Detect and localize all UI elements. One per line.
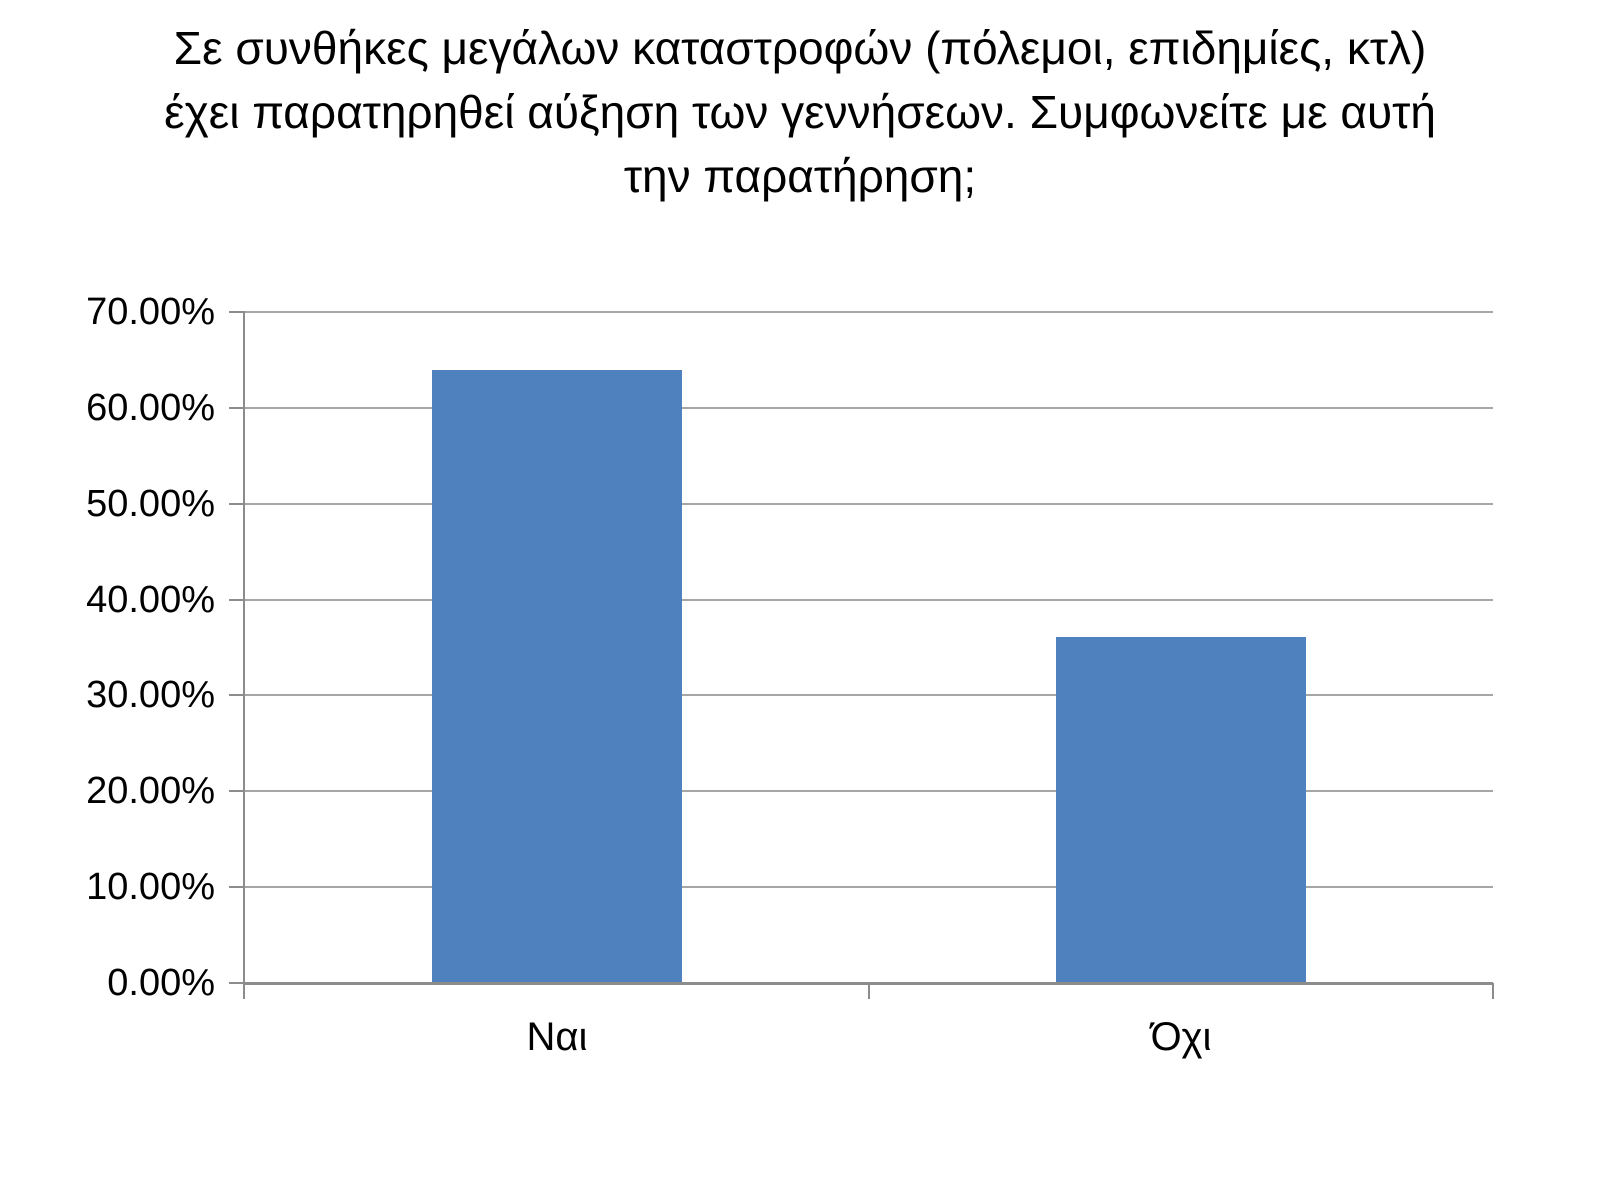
y-axis-line bbox=[243, 312, 245, 999]
chart-title-line-2: έχει παρατηρηθεί αύξηση των γεννήσεων. Σ… bbox=[164, 86, 1436, 138]
y-axis-tick bbox=[229, 406, 245, 409]
y-tick-label: 70.00% bbox=[86, 291, 215, 333]
chart-title-line-1: Σε συνθήκες μεγάλων καταστροφών (πόλεμοι… bbox=[173, 22, 1427, 74]
y-axis-tick bbox=[229, 311, 245, 313]
y-gridline bbox=[245, 598, 1493, 601]
y-tick-label: 20.00% bbox=[86, 770, 215, 813]
y-axis-tick bbox=[229, 598, 245, 601]
x-axis-tick bbox=[1492, 983, 1494, 999]
bar-no bbox=[1056, 636, 1306, 982]
y-tick-label: 30.00% bbox=[86, 674, 215, 717]
bar-yes bbox=[432, 370, 682, 982]
y-gridline bbox=[245, 502, 1493, 505]
chart-title-line-3: την παρατήρηση; bbox=[623, 150, 977, 202]
y-axis-tick bbox=[229, 502, 245, 505]
x-category-label-no: Όχι bbox=[1150, 1015, 1212, 1059]
y-axis-tick bbox=[229, 694, 245, 697]
x-category-label-yes: Ναι bbox=[526, 1015, 588, 1059]
y-gridline bbox=[245, 886, 1493, 889]
y-gridline bbox=[245, 790, 1493, 793]
y-tick-label: 40.00% bbox=[86, 578, 215, 621]
chart-title: Σε συνθήκες μεγάλων καταστροφών (πόλεμοι… bbox=[0, 16, 1600, 208]
y-tick-label: 50.00% bbox=[86, 482, 215, 525]
y-axis-tick bbox=[229, 790, 245, 793]
x-axis-tick bbox=[868, 983, 870, 999]
y-gridline bbox=[245, 311, 1493, 313]
y-gridline bbox=[245, 694, 1493, 697]
y-tick-label: 60.00% bbox=[86, 386, 215, 429]
y-tick-label: 0.00% bbox=[107, 962, 215, 1004]
y-gridline bbox=[245, 406, 1493, 409]
y-axis-tick bbox=[229, 982, 245, 984]
y-tick-label: 10.00% bbox=[86, 866, 215, 909]
y-axis-tick bbox=[229, 886, 245, 889]
